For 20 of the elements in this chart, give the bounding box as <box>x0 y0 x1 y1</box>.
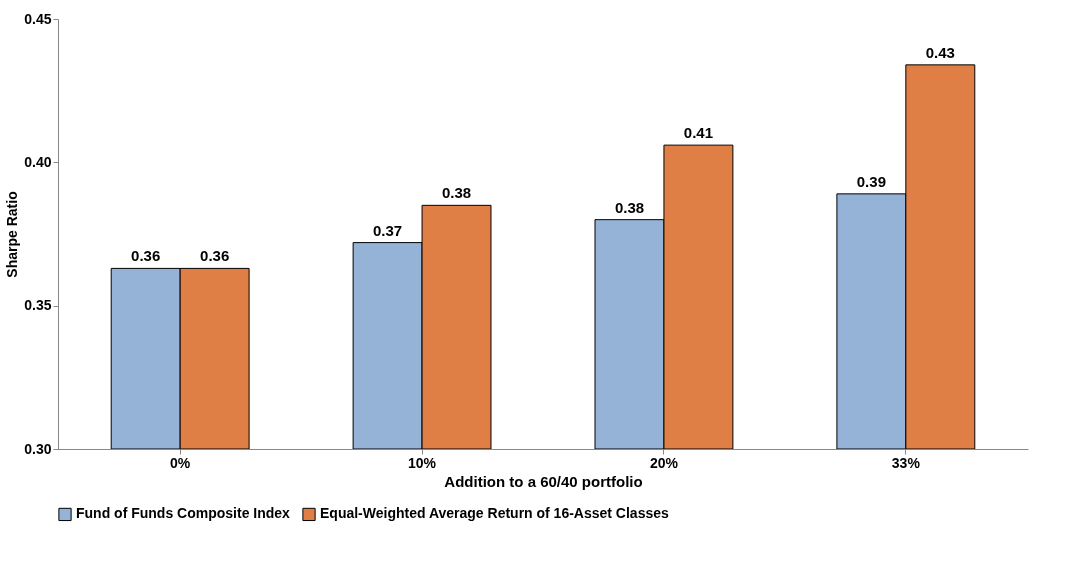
data-label: 0.38 <box>614 198 645 216</box>
y-tick-label: 0.30 <box>24 440 52 457</box>
data-label: 0.38 <box>441 184 472 202</box>
data-label: 0.39 <box>856 172 886 190</box>
y-axis-title: Sharpe Ratio <box>4 191 21 278</box>
x-tick-label: 10% <box>408 454 437 471</box>
x-tick-label: 20% <box>649 454 679 471</box>
x-axis-title: Addition to a 60/40 portfolio <box>444 472 643 490</box>
x-tick-label: 33% <box>891 454 921 471</box>
y-tick-label: 0.45 <box>24 10 52 27</box>
data-label: 0.36 <box>131 247 161 265</box>
data-label: 0.43 <box>925 43 955 61</box>
data-label: 0.37 <box>372 221 403 239</box>
y-tick-label: 0.35 <box>24 297 52 314</box>
data-label: 0.41 <box>683 124 714 142</box>
x-tick-label: 0% <box>170 454 191 471</box>
legend-label: Fund of Funds Composite Index <box>76 505 291 522</box>
y-tick-label: 0.40 <box>24 153 52 170</box>
legend-label: Equal-Weighted Average Return of 16-Asset Classes <box>320 505 670 522</box>
data-label: 0.36 <box>200 247 230 265</box>
